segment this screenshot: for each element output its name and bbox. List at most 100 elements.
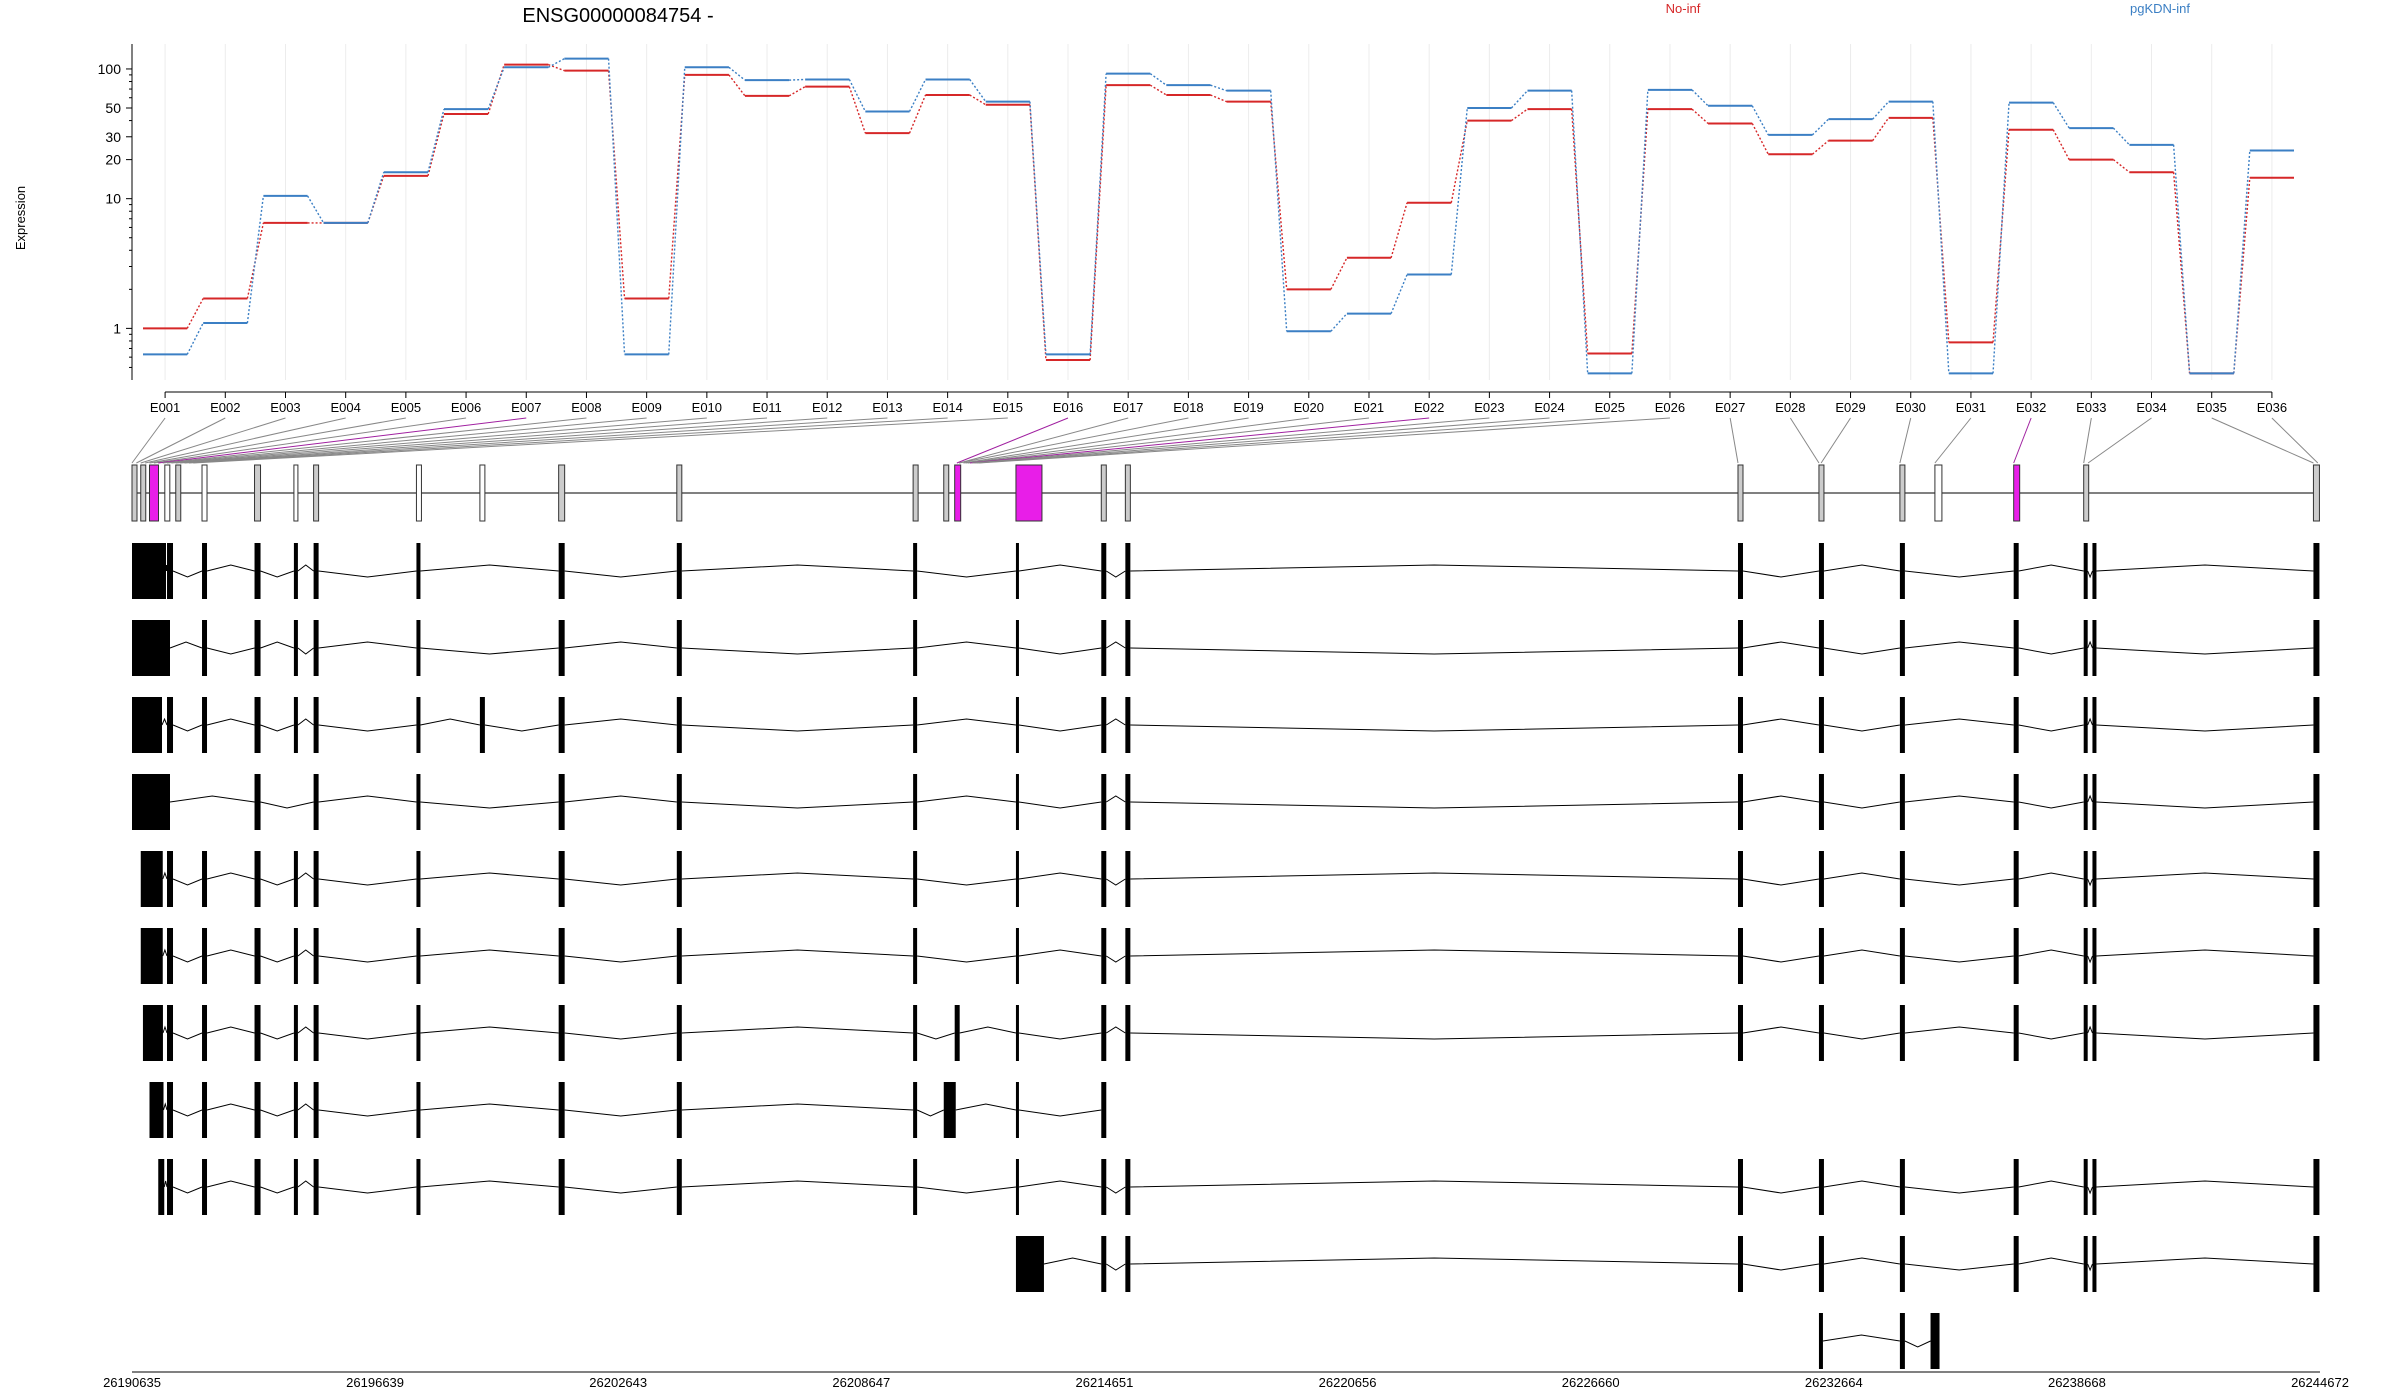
exon-block [676,543,682,599]
series-connector [1631,109,1649,354]
intron-line [2087,1186,2093,1195]
exon-block [558,543,565,599]
exon-block [2313,543,2320,599]
intron-line [1130,647,1739,655]
exon-block [293,851,298,907]
exon-block [416,928,421,984]
exon-block [254,928,261,984]
intron-line [318,1032,417,1040]
exon-block [2013,464,2021,522]
exon-block [1125,620,1131,676]
intron-line [1106,1026,1126,1034]
transcript-track [1818,1313,1940,1369]
exon-mapping-line [972,417,1490,464]
intron-line [2087,1025,2093,1034]
x-tick-label: E009 [631,400,661,415]
intron-line [564,1109,677,1117]
intron-line [1904,1186,2014,1194]
exon-block [416,1159,421,1215]
intron-line [2018,1257,2084,1265]
exon-block [2083,1005,2088,1061]
series-connector [607,58,626,355]
series-connector [1330,257,1348,290]
exon-block [2083,928,2088,984]
exon-block [1899,1005,1905,1061]
intron-line [564,795,677,803]
intron-line [1018,564,1102,572]
series-connector [548,58,565,68]
intron-line [1130,1257,1739,1265]
intron-line [1018,1109,1102,1117]
exon-block [1101,851,1107,907]
exon-block [913,543,918,599]
transcript-track [132,543,2320,599]
exon-block [676,620,682,676]
intron-line [1742,878,1820,886]
exon-mapping-line [2013,417,2032,464]
exon-block [140,851,163,907]
intron-line [1106,570,1126,578]
exon-block [202,1159,208,1215]
x-tick-label: E012 [812,400,842,415]
intron-line [1742,1026,1820,1034]
exon-block [1737,1159,1743,1215]
intron-line [2087,794,2093,803]
intron-line [1130,724,1739,732]
intron-line [1823,801,1900,809]
exon-block [913,620,918,676]
exon-mapping-line [158,417,527,464]
plot-area: 1 10 20 30 50 100 E001 E002 E003 E004 E005 E006 E007… [98,44,2294,415]
exon-block [2092,928,2097,984]
intron-line [917,641,1017,649]
intron-line [1904,955,2014,963]
intron-line [2096,872,2314,880]
intron-line [260,878,295,886]
intron-line [172,1186,203,1194]
intron-line [260,1109,295,1117]
series-connector [668,74,686,299]
exon-mapping-line [171,417,707,464]
exon-block [254,697,261,753]
series-connector [427,108,445,173]
intron-line [1904,570,2014,578]
exon-mapping-line [974,417,1550,464]
exon-block [2013,620,2019,676]
exon-block [2092,774,2097,830]
exon-block [416,543,421,599]
exon-mapping-line [965,417,1309,464]
exon-block [2083,464,2090,522]
intron-line [2018,949,2084,957]
x-tick-label: E026 [1655,400,1685,415]
exon-block [175,464,182,522]
intron-line [1904,795,2014,803]
exon-block [1737,928,1743,984]
genome-tick-label: 26208647 [832,1375,890,1390]
genome-tick-label: 26232664 [1805,1375,1863,1390]
intron-line [206,718,255,726]
exon-block [1015,620,1019,676]
exon-block [1101,1005,1107,1061]
intron-line [169,641,203,649]
exon-block [149,1082,164,1138]
genome-axis: 26190635 26196639 26202643 26208647 26214651… [103,1371,2349,1390]
exon-block [558,1159,565,1215]
exon-block [2092,543,2097,599]
exon-block [954,1005,960,1061]
intron-line [2018,1032,2084,1040]
series-connector [848,86,866,134]
intron-line [1742,641,1820,649]
intron-line [2018,564,2084,572]
exon-block [1124,464,1131,522]
exon-block [2092,1236,2097,1292]
intron-line [206,1103,255,1111]
exon-block [1100,464,1107,522]
intron-line [917,795,1017,803]
legend-pgkdn-inf: pgKDN-inf [2130,1,2190,16]
exon-block [558,464,566,522]
series-connector [1932,101,1950,374]
series-connector [2233,150,2251,374]
x-tick-label: E025 [1595,400,1625,415]
intron-line [162,948,168,957]
intron-line [2096,1257,2314,1265]
